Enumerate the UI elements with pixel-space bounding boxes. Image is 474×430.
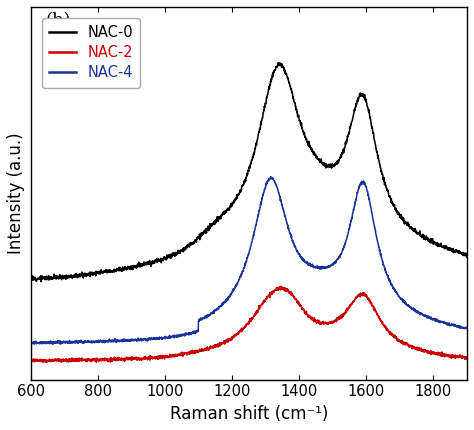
Text: (b): (b) (46, 12, 71, 31)
X-axis label: Raman shift (cm⁻¹): Raman shift (cm⁻¹) (170, 405, 328, 423)
Y-axis label: Intensity (a.u.): Intensity (a.u.) (7, 132, 25, 254)
Legend: NAC-0, NAC-2, NAC-4: NAC-0, NAC-2, NAC-4 (42, 18, 140, 88)
